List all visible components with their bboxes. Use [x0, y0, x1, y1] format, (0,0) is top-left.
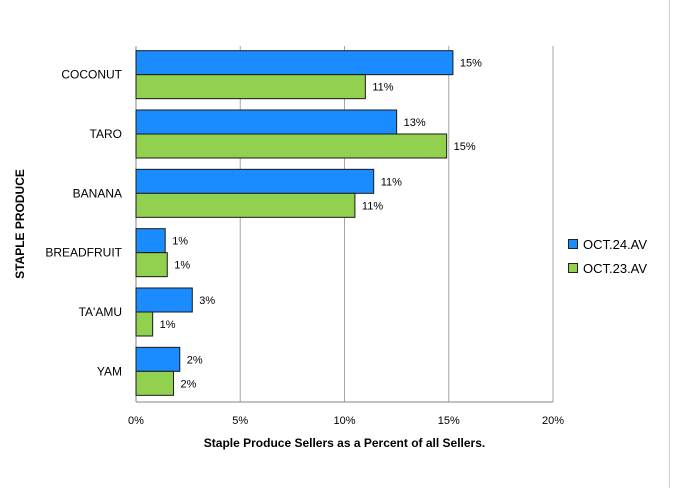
data-label: 1% — [172, 236, 188, 248]
bar — [135, 311, 154, 337]
bar-chart: 0% 5% 10% 15% 20% COCONUT 15% 11% TARO 13% 15% BANA… — [13, 46, 564, 450]
bar — [135, 50, 454, 76]
bar — [135, 109, 398, 135]
data-label: 1% — [160, 319, 176, 331]
data-label: 3% — [199, 295, 215, 307]
x-tick-label: 0% — [128, 415, 144, 427]
chart-frame: 0% 5% 10% 15% 20% COCONUT 15% 11% TARO 13% 15% BANA… — [13, 0, 670, 488]
bar — [135, 228, 166, 254]
data-label: 1% — [174, 260, 190, 272]
category-label: TARO — [90, 127, 122, 141]
category-label: BREADFRUIT — [45, 246, 122, 260]
bar — [135, 74, 366, 100]
legend: OCT.24.AV OCT.23.AV — [568, 232, 647, 280]
data-label: 11% — [372, 82, 393, 94]
category-label: BANANA — [73, 186, 122, 200]
data-label: 2% — [181, 378, 197, 390]
category-label: COCONUT — [61, 68, 122, 82]
x-axis-title: Staple Produce Sellers as a Percent of a… — [204, 436, 485, 450]
x-tick-label: 10% — [333, 415, 355, 427]
x-tick-label: 20% — [542, 415, 564, 427]
bar — [135, 252, 168, 278]
bar — [135, 346, 181, 372]
legend-item-series-1: OCT.24.AV — [568, 232, 647, 256]
legend-swatch-series-2 — [568, 263, 578, 273]
bar — [135, 287, 193, 313]
data-label: 15% — [454, 141, 476, 153]
data-label: 2% — [187, 354, 203, 366]
bar — [135, 168, 375, 194]
data-label: 15% — [460, 58, 482, 70]
data-label: 13% — [404, 117, 426, 129]
data-label: 11% — [381, 176, 402, 188]
x-tick-label: 5% — [232, 415, 248, 427]
bar — [135, 192, 356, 218]
bar — [135, 133, 448, 159]
category-label: YAM — [97, 364, 122, 378]
legend-label-series-1: OCT.24.AV — [583, 236, 648, 252]
data-label: 11% — [362, 200, 383, 212]
legend-label-series-2: OCT.23.AV — [583, 260, 648, 276]
legend-swatch-series-1 — [568, 239, 578, 249]
bar — [135, 370, 175, 396]
x-tick-label: 15% — [438, 415, 460, 427]
legend-item-series-2: OCT.23.AV — [568, 256, 647, 280]
y-axis-title: STAPLE PRODUCE — [13, 169, 27, 279]
category-label: TA'AMU — [79, 305, 122, 319]
